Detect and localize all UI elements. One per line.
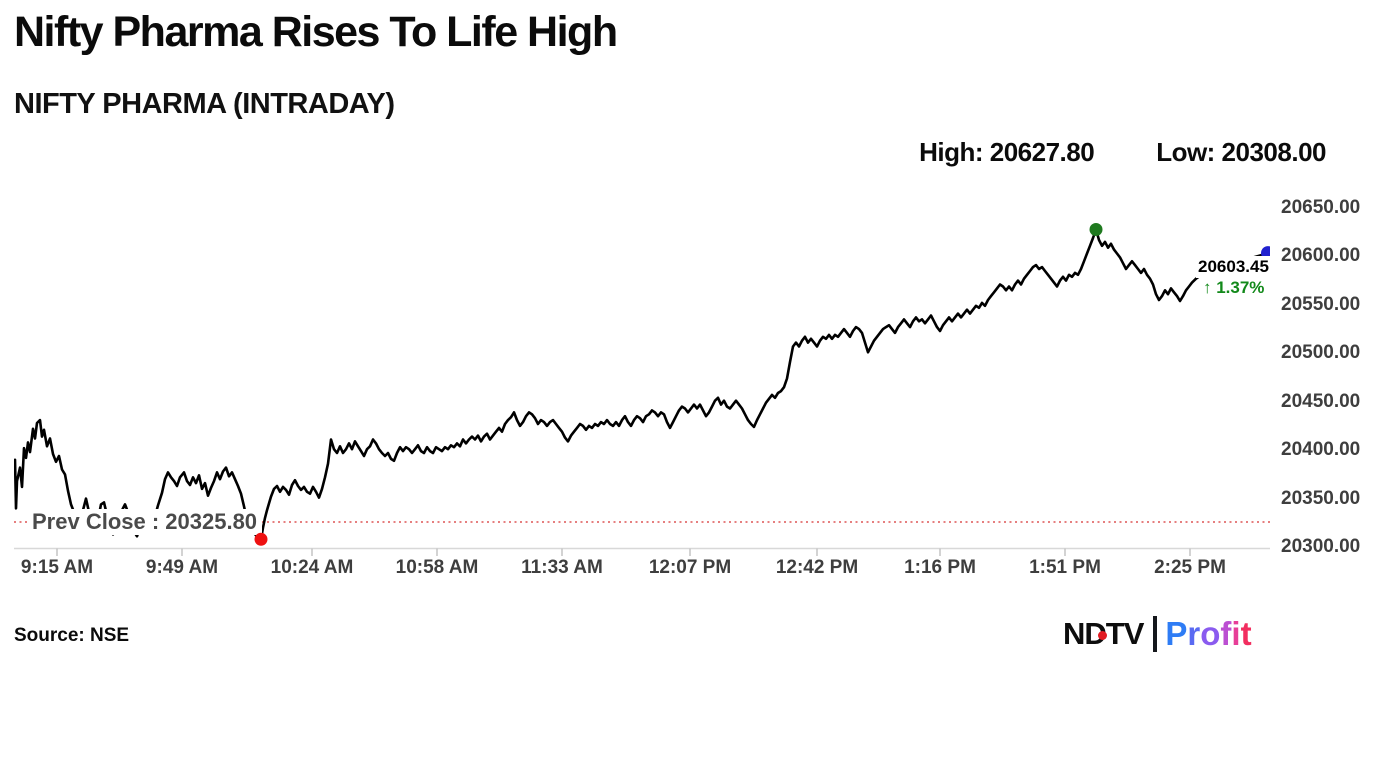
x-axis-tick-label: 2:25 PM (1154, 557, 1226, 578)
y-axis-tick-label: 20350.00 (1281, 487, 1361, 509)
ndtv-profit-logo: NDTV Profit (1063, 614, 1252, 654)
price-line-chart (13, 200, 1275, 562)
chart-subtitle: NIFTY PHARMA (INTRADAY) (14, 88, 395, 120)
x-axis-tick-label: 9:15 AM (20, 557, 94, 578)
source-label: Source: NSE (14, 625, 130, 646)
high-readout: High: 20627.80 (919, 137, 1095, 167)
y-axis-tick-label: 20400.00 (1281, 439, 1361, 461)
ndtv-red-dot-icon (1098, 631, 1107, 640)
x-axis-tick-label: 11:33 AM (521, 557, 603, 578)
x-axis-tick-label: 1:16 PM (904, 557, 976, 578)
x-axis-tick-label: 10:24 AM (270, 557, 354, 578)
y-axis-tick-label: 20550.00 (1281, 293, 1361, 315)
last-price-label: 20603.45 (1196, 256, 1271, 278)
x-axis-tick-label: 12:07 PM (648, 557, 732, 578)
y-axis-tick-label: 20650.00 (1281, 197, 1361, 218)
x-axis-tick-label: 1:51 PM (1029, 557, 1101, 578)
x-axis-tick-label: 12:42 PM (775, 557, 859, 578)
page-title: Nifty Pharma Rises To Life High (14, 8, 618, 56)
x-axis-tick-label: 10:58 AM (395, 557, 479, 578)
y-axis-tick-label: 20600.00 (1281, 245, 1361, 267)
y-axis-tick-label: 20500.00 (1281, 342, 1361, 364)
x-axis-tick-label: 9:49 AM (145, 557, 219, 578)
logo-separator-bar (1153, 616, 1158, 652)
prev-close-label: Prev Close : 20325.80 (27, 509, 263, 535)
y-axis-tick-label: 20300.00 (1281, 536, 1361, 557)
last-change-label: ↑ 1.37% (1201, 277, 1267, 299)
low-readout: Low: 20308.00 (1156, 137, 1326, 167)
high-low-row: High: 20627.80 Low: 20308.00 (919, 137, 1326, 168)
y-axis-tick-label: 20450.00 (1281, 390, 1361, 412)
profit-logo-text: Profit (1165, 615, 1252, 652)
